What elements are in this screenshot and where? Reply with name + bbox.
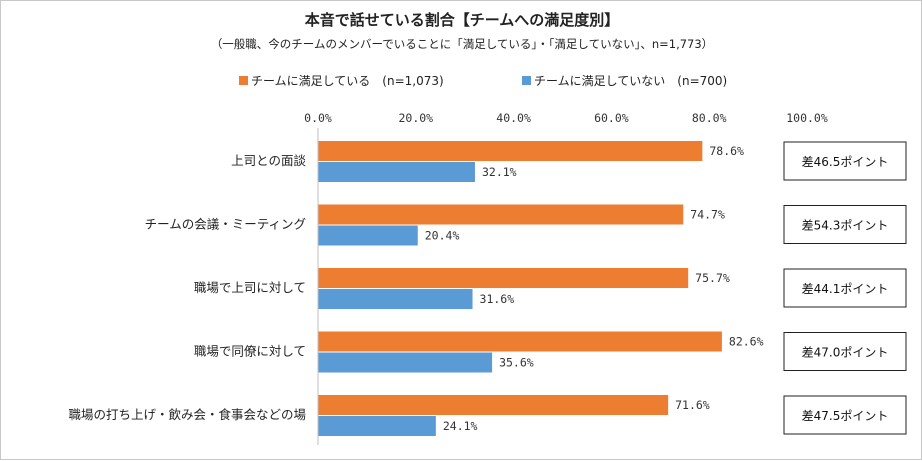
data-label: 31.6% [480, 292, 515, 306]
difference-box [783, 395, 907, 435]
data-label: 71.6% [675, 398, 710, 412]
legend-swatch-0 [239, 76, 248, 85]
legend-swatch-1 [522, 76, 531, 85]
x-tick-label: 80.0% [692, 111, 727, 125]
difference-box [783, 332, 907, 371]
difference-box [783, 268, 907, 308]
bar-not-satisfied [318, 352, 493, 373]
x-tick-label: 40.0% [496, 111, 531, 125]
data-label: 74.7% [690, 208, 725, 222]
data-label: 82.6% [729, 335, 764, 349]
legend-label-1: チームに満足していない (n=700) [534, 74, 727, 88]
x-tick-label: 0.0% [304, 111, 332, 125]
x-tick-label: 60.0% [594, 111, 629, 125]
bar-not-satisfied [318, 225, 418, 246]
difference-label: 差46.5ポイント [802, 155, 889, 169]
legend-label-0: チームに満足している (n=1,073) [251, 74, 444, 88]
category-label: チームの会議・ミーティング [145, 217, 306, 232]
data-labels: 78.6% 32.1% 74.7% 20.4% 75.7% 31.6% 82.6% 35.6%… [425, 144, 764, 433]
difference-label: 差44.1ポイント [802, 282, 889, 296]
data-label: 35.6% [499, 356, 534, 370]
bar-satisfied [318, 331, 722, 352]
data-label: 20.4% [425, 229, 460, 243]
data-label: 75.7% [695, 271, 730, 285]
data-label: 32.1% [482, 165, 517, 179]
bar-satisfied [318, 268, 689, 288]
bar-not-satisfied [318, 162, 475, 182]
x-axis-ticks: 0.0% 20.0% 40.0% 60.0% 80.0% 100.0% [304, 111, 828, 125]
difference-box [783, 205, 907, 244]
bars [318, 141, 722, 436]
category-label: 上司との面談 [231, 153, 306, 168]
category-label: 職場の打ち上げ・飲み会・食事会などの場 [68, 407, 306, 422]
category-labels: 上司との面談チームの会議・ミーティング職場で上司に対して職場で同僚に対して職場の… [68, 153, 306, 422]
category-label: 職場で上司に対して [194, 280, 306, 295]
chart-subtitle: （一般職、今のチームのメンバーでいることに「満足している」・「満足していない」、… [211, 37, 713, 51]
data-label: 78.6% [709, 144, 744, 158]
bar-satisfied [318, 141, 703, 161]
x-tick-label: 100.0% [786, 111, 828, 125]
legend: チームに満足している (n=1,073) チームに満足していない (n=700) [239, 74, 727, 88]
bar-satisfied [318, 395, 669, 415]
difference-label: 差47.5ポイント [802, 409, 889, 423]
difference-boxes: 差46.5ポイント差54.3ポイント差44.1ポイント差47.0ポイント差47.… [783, 141, 907, 435]
difference-label: 差47.0ポイント [802, 346, 889, 360]
chart-title: 本音で話せている割合【チームへの満足度別】 [305, 11, 620, 29]
bar-satisfied [318, 204, 684, 225]
data-label: 24.1% [443, 419, 478, 433]
bar-not-satisfied [318, 416, 436, 436]
difference-label: 差54.3ポイント [802, 219, 889, 233]
bar-not-satisfied [318, 289, 473, 309]
category-label: 職場で同僚に対して [194, 344, 306, 359]
x-tick-label: 20.0% [398, 111, 433, 125]
difference-box [783, 141, 907, 181]
